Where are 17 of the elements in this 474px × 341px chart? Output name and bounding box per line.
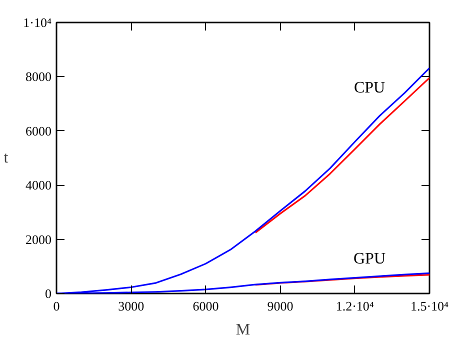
x-tick-label: 9000 xyxy=(267,298,294,314)
x-tick-label: 1.5·10⁴ xyxy=(410,298,450,314)
x-tick-label: 1.2·10⁴ xyxy=(336,298,374,314)
y-tick-label: 8000 xyxy=(26,69,52,84)
y-tick-label: 1·10⁴ xyxy=(23,15,52,30)
x-tick-label: 3000 xyxy=(118,298,144,314)
annotation: GPU xyxy=(353,250,386,268)
x-tick-label: 6000 xyxy=(192,298,219,314)
line-series xyxy=(254,76,430,234)
y-tick-label: 0 xyxy=(45,286,52,301)
line-series xyxy=(254,274,430,286)
y-axis-title: t xyxy=(4,150,9,166)
y-tick-label: 6000 xyxy=(26,123,52,138)
x-axis-title: M xyxy=(236,322,250,338)
y-tick-label: 2000 xyxy=(26,232,52,247)
annotation: CPU xyxy=(354,80,386,97)
y-tick-label: 4000 xyxy=(26,178,52,193)
